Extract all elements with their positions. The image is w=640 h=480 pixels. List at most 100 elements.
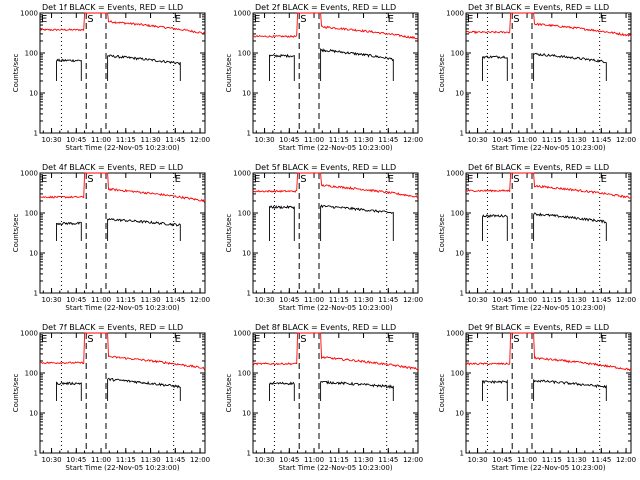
y-tick-label: 100	[451, 50, 464, 58]
x-tick-label: 11:45	[165, 136, 185, 144]
time-marker-label: S	[300, 174, 306, 185]
x-tick-label: 11:30	[353, 456, 373, 464]
x-tick-label: 11:30	[140, 296, 160, 304]
y-tick-label: 1000	[233, 10, 251, 18]
time-marker-label: E	[41, 14, 47, 25]
panel-1: Det 1f BLACK = Events, RED = LLD 1 10 100 10…	[12, 3, 210, 152]
y-tick-label: 10	[455, 90, 464, 98]
y-axis-label: Counts/sec	[438, 214, 446, 253]
x-tick-label: 11:45	[165, 296, 185, 304]
lld-series-line	[39, 12, 206, 35]
x-tick-label: 11:45	[378, 456, 398, 464]
y-tick-label: 100	[25, 370, 38, 378]
events-series-line	[56, 381, 82, 401]
lld-series-line	[252, 332, 419, 371]
lld-series-line	[39, 172, 206, 203]
lld-series-line	[39, 332, 206, 371]
time-marker-label: E	[601, 174, 607, 185]
x-tick-label: 11:15	[542, 136, 562, 144]
events-series-line	[269, 53, 295, 81]
time-marker-label: E	[175, 14, 181, 25]
time-marker-label: E	[467, 174, 473, 185]
x-axis-label: Start Time (22-Nov-05 10:23:00)	[491, 464, 605, 472]
y-tick-label: 1	[460, 130, 464, 138]
x-tick-label: 12:00	[616, 296, 636, 304]
y-axis-label: Counts/sec	[438, 374, 446, 413]
x-tick-label: 11:00	[517, 296, 537, 304]
events-series-line	[269, 381, 295, 401]
time-marker-label: E	[254, 14, 260, 25]
x-tick-label: 11:00	[304, 456, 324, 464]
panel-title: Det 8f BLACK = Events, RED = LLD	[255, 323, 396, 332]
x-tick-label: 10:45	[66, 456, 86, 464]
x-tick-label: 10:30	[467, 456, 487, 464]
events-series-line	[320, 379, 394, 401]
y-tick-label: 10	[29, 90, 38, 98]
x-tick-label: 10:45	[492, 136, 512, 144]
time-marker-label: E	[175, 174, 181, 185]
x-axis-label: Start Time (22-Nov-05 10:23:00)	[491, 144, 605, 152]
plot-frame	[39, 172, 206, 294]
x-tick-label: 10:45	[492, 456, 512, 464]
plot-frame	[252, 172, 419, 294]
x-axis-label: Start Time (22-Nov-05 10:23:00)	[65, 144, 179, 152]
lld-series-line	[252, 172, 419, 199]
time-marker-label: E	[388, 334, 394, 345]
x-tick-label: 11:00	[91, 296, 111, 304]
time-marker-label: S	[513, 334, 519, 345]
y-tick-label: 100	[451, 370, 464, 378]
panel-3: Det 3f BLACK = Events, RED = LLD 1 10 100 10…	[438, 3, 636, 152]
x-tick-label: 11:15	[329, 136, 349, 144]
y-axis-label: Counts/sec	[12, 54, 20, 93]
events-series-line	[533, 212, 607, 241]
x-tick-label: 11:15	[116, 136, 136, 144]
events-series-line	[482, 379, 508, 401]
events-series-line	[482, 55, 508, 81]
x-axis-label: Start Time (22-Nov-05 10:23:00)	[65, 304, 179, 312]
y-tick-label: 10	[455, 410, 464, 418]
y-tick-label: 1	[34, 290, 38, 298]
y-tick-label: 1	[460, 290, 464, 298]
y-tick-label: 1	[34, 450, 38, 458]
x-tick-label: 11:45	[591, 456, 611, 464]
y-tick-label: 100	[238, 210, 251, 218]
events-series-line	[107, 377, 181, 401]
y-tick-label: 10	[455, 250, 464, 258]
x-tick-label: 10:30	[254, 136, 274, 144]
x-tick-label: 10:30	[467, 296, 487, 304]
panel-4: Det 4f BLACK = Events, RED = LLD 1 10 100 10…	[12, 163, 210, 312]
y-tick-label: 10	[29, 410, 38, 418]
lld-series-line	[465, 12, 632, 37]
x-axis-label: Start Time (22-Nov-05 10:23:00)	[491, 304, 605, 312]
x-tick-label: 10:30	[41, 456, 61, 464]
y-tick-label: 10	[242, 410, 251, 418]
x-tick-label: 11:45	[378, 296, 398, 304]
x-tick-label: 11:30	[566, 296, 586, 304]
y-tick-label: 100	[25, 210, 38, 218]
panel-6: Det 6f BLACK = Events, RED = LLD 1 10 100 10…	[438, 163, 636, 312]
y-tick-label: 10	[242, 90, 251, 98]
y-tick-label: 1	[460, 450, 464, 458]
panel-7: Det 7f BLACK = Events, RED = LLD 1 10 100 10…	[12, 323, 210, 472]
x-tick-label: 10:45	[279, 136, 299, 144]
x-tick-label: 11:00	[517, 136, 537, 144]
y-axis-label: Counts/sec	[12, 214, 20, 253]
x-tick-label: 11:15	[329, 296, 349, 304]
events-series-line	[533, 379, 607, 401]
time-marker-label: S	[513, 14, 519, 25]
y-tick-label: 1000	[233, 170, 251, 178]
y-tick-label: 1000	[20, 10, 38, 18]
x-tick-label: 10:30	[254, 296, 274, 304]
x-axis-label: Start Time (22-Nov-05 10:23:00)	[278, 144, 392, 152]
y-tick-label: 1	[247, 450, 251, 458]
x-tick-label: 11:30	[566, 136, 586, 144]
time-marker-label: S	[300, 334, 306, 345]
y-axis-label: Counts/sec	[225, 374, 233, 413]
x-tick-label: 10:30	[41, 136, 61, 144]
panel-8: Det 8f BLACK = Events, RED = LLD 1 10 100 10…	[225, 323, 423, 472]
x-tick-label: 11:45	[165, 456, 185, 464]
y-tick-label: 10	[29, 250, 38, 258]
x-tick-label: 12:00	[403, 456, 423, 464]
x-tick-label: 11:15	[329, 456, 349, 464]
events-series-line	[269, 204, 295, 241]
